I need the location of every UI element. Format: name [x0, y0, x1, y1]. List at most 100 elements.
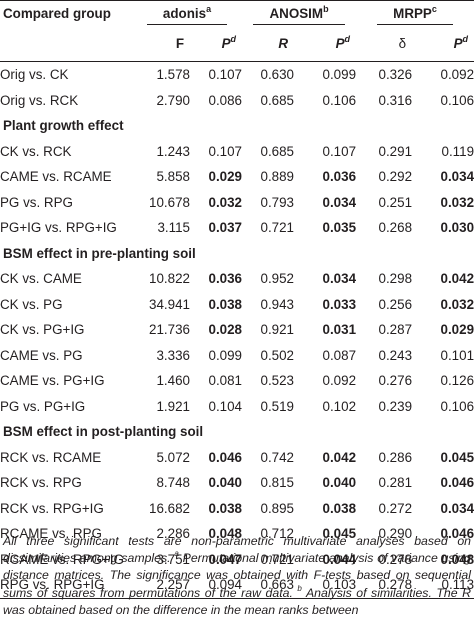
adonis-header: adonisa	[132, 0, 243, 27]
table-row: RPG vs. RPG+IG 2.257 0.094 0.663 0.103 0.278 0…	[0, 572, 474, 599]
compared-group-cell: Orig vs. CK	[0, 67, 69, 82]
anosim-p-value-cell: 0.099	[322, 67, 357, 82]
table-row: PG+IG vs. RPG+IG 3.115 0.037 0.721 0.035 0.26…	[0, 215, 474, 241]
compared-group-cell: RCAME vs. RPG+IG	[0, 551, 124, 567]
mrpp-p-value-cell: 0.042	[440, 271, 474, 286]
anosim-p-value-cell: 0.042	[322, 449, 357, 465]
table-row: Orig vs. CK 1.578 0.107 0.630 0.099 0.326 0.09…	[0, 62, 474, 88]
mrpp-p-value-cell: 0.092	[440, 67, 474, 82]
table-row: PG vs. RPG 10.678 0.032 0.793 0.034 0.251 0.03…	[0, 190, 474, 216]
adonis-p-value-cell: 0.099	[208, 347, 243, 363]
mrpp-p-value-cell: 0.106	[440, 398, 474, 414]
adonis-p-value-cell: 0.040	[208, 475, 243, 490]
adonis-p-value-cell: 0.107	[208, 143, 243, 159]
f-value-cell: 3.336	[156, 347, 190, 363]
table-row: Orig vs. RCK 2.790 0.086 0.685 0.106 0.316 0.1…	[0, 88, 474, 114]
r-value-cell: 0.895	[260, 500, 295, 516]
p-label: P	[221, 36, 231, 51]
adonis-p-value-cell: 0.048	[208, 526, 243, 541]
header-blank-cell	[0, 27, 132, 62]
anosim-p-value-cell: 0.034	[322, 271, 357, 286]
r-value-cell: 0.815	[260, 475, 295, 490]
anosim-p-value-cell: 0.031	[322, 322, 357, 337]
delta-value-cell: 0.278	[378, 551, 413, 567]
anosim-p-value-cell: 0.038	[322, 500, 357, 516]
table-row: CAME vs. PG 3.336 0.099 0.502 0.087 0.243 0.10…	[0, 343, 474, 369]
table-header: Compared group adonisa ANOSIMb MRPPc F P…	[0, 0, 474, 62]
mrpp-footnote-mark: c	[431, 3, 437, 14]
compared-group-cell: CAME vs. PG	[0, 347, 83, 363]
header-row-statistics: F Pd R Pd δ Pd	[0, 27, 474, 62]
group-column-header: Compared group	[0, 0, 132, 27]
mrpp-label: MRPP	[393, 6, 432, 21]
compared-group-cell: RCK vs. RCAME	[0, 449, 102, 465]
compared-group-cell: RPG vs. RPG+IG	[0, 572, 132, 599]
r-statistic-header: R	[242, 27, 295, 62]
delta-statistic-header: δ	[356, 27, 413, 62]
f-value-cell: 5.072	[156, 449, 190, 465]
r-value-cell: 0.721	[260, 551, 295, 567]
adonis-p-value-cell: 0.038	[208, 500, 243, 516]
delta-value-cell: 0.281	[378, 475, 413, 490]
adonis-p-value-cell: 0.028	[208, 322, 243, 337]
footnote-text-3: Analysis of similarities. The R was obta…	[3, 585, 472, 617]
r-value-cell: 0.685	[260, 92, 295, 108]
delta-value-cell: 0.268	[378, 220, 413, 235]
table-row: RCAME vs. RPG 2.286 0.048 0.712 0.045 0.290 0.…	[0, 521, 474, 547]
f-value-cell: 10.822	[149, 271, 190, 286]
mrpp-p-value-cell: 0.126	[440, 373, 474, 388]
f-value-cell: 16.682	[149, 500, 190, 516]
anosim-p-value-cell: 0.102	[322, 398, 357, 414]
table-row: RCK vs. RCAME 5.072 0.046 0.742 0.042 0.286 0.…	[0, 445, 474, 471]
f-value-cell: 2.286	[156, 526, 190, 541]
mrpp-p-value-cell: 0.048	[440, 551, 474, 567]
table-row: CAME vs. RCAME 5.858 0.029 0.889 0.036 0.292 0…	[0, 164, 474, 190]
anosim-p-value-cell: 0.034	[322, 194, 357, 210]
mrpp-p-value-cell: 0.029	[440, 322, 474, 337]
mrpp-header: MRPPc	[356, 0, 474, 27]
anosim-footnote-mark: b	[323, 3, 329, 14]
adonis-p-value-cell: 0.086	[208, 92, 243, 108]
delta-value-cell: 0.291	[378, 143, 413, 159]
adonis-p-value-cell: 0.046	[208, 449, 243, 465]
f-value-cell: 2.790	[156, 92, 190, 108]
anosim-p-value-cell: 0.044	[322, 551, 357, 567]
r-value-cell: 0.685	[260, 143, 295, 159]
delta-value-cell: 0.272	[378, 500, 413, 516]
adonis-p-value-cell: 0.029	[208, 169, 243, 184]
p-value-header-adonis: Pd	[190, 27, 243, 62]
mrpp-p-value-cell: 0.045	[440, 449, 474, 465]
delta-value-cell: 0.251	[378, 194, 413, 210]
p-label: P	[453, 36, 463, 51]
table-row: CK vs. RCK 1.243 0.107 0.685 0.107 0.291 0.119	[0, 139, 474, 165]
section-heading-row: BSM effect in pre-planting soil	[0, 241, 474, 267]
compared-group-cell: CK vs. RCK	[0, 143, 72, 159]
table-row: RCK vs. RPG 8.748 0.040 0.815 0.040 0.281 0.04…	[0, 470, 474, 496]
delta-value-cell: 0.278	[356, 572, 413, 599]
anosim-p-value-cell: 0.040	[322, 475, 357, 490]
r-value-cell: 0.712	[260, 526, 295, 541]
f-value-cell: 5.858	[156, 169, 190, 184]
adonis-p-value-cell: 0.047	[208, 551, 243, 567]
p-footnote-mark: d	[344, 33, 351, 44]
r-value-cell: 0.663	[242, 572, 295, 599]
delta-value-cell: 0.239	[378, 398, 413, 414]
adonis-p-value-cell: 0.094	[190, 572, 243, 599]
delta-value-cell: 0.243	[378, 347, 413, 363]
mrpp-p-value-cell: 0.034	[440, 169, 474, 184]
f-value-cell: 1.243	[156, 143, 190, 159]
compared-group-cell: Orig vs. RCK	[0, 92, 79, 108]
compared-group-cell: CAME vs. PG+IG	[0, 373, 105, 388]
statistics-table: Compared group adonisa ANOSIMb MRPPc F P…	[0, 0, 474, 599]
footnote-mark-b: b	[297, 583, 302, 593]
mrpp-p-value-cell: 0.101	[440, 347, 474, 363]
table-row: CK vs. PG 34.941 0.038 0.943 0.033 0.256 0.032	[0, 292, 474, 318]
f-value-cell: 2.257	[132, 572, 190, 599]
f-value-cell: 3.751	[156, 551, 190, 567]
r-value-cell: 0.921	[260, 322, 295, 337]
compared-group-cell: CAME vs. RCAME	[0, 169, 112, 184]
compared-group-cell: CK vs. CAME	[0, 271, 82, 286]
footnote-text-1: All three significant tests are non-para…	[3, 534, 471, 566]
adonis-p-value-cell: 0.081	[208, 373, 243, 388]
delta-value-cell: 0.286	[378, 449, 413, 465]
